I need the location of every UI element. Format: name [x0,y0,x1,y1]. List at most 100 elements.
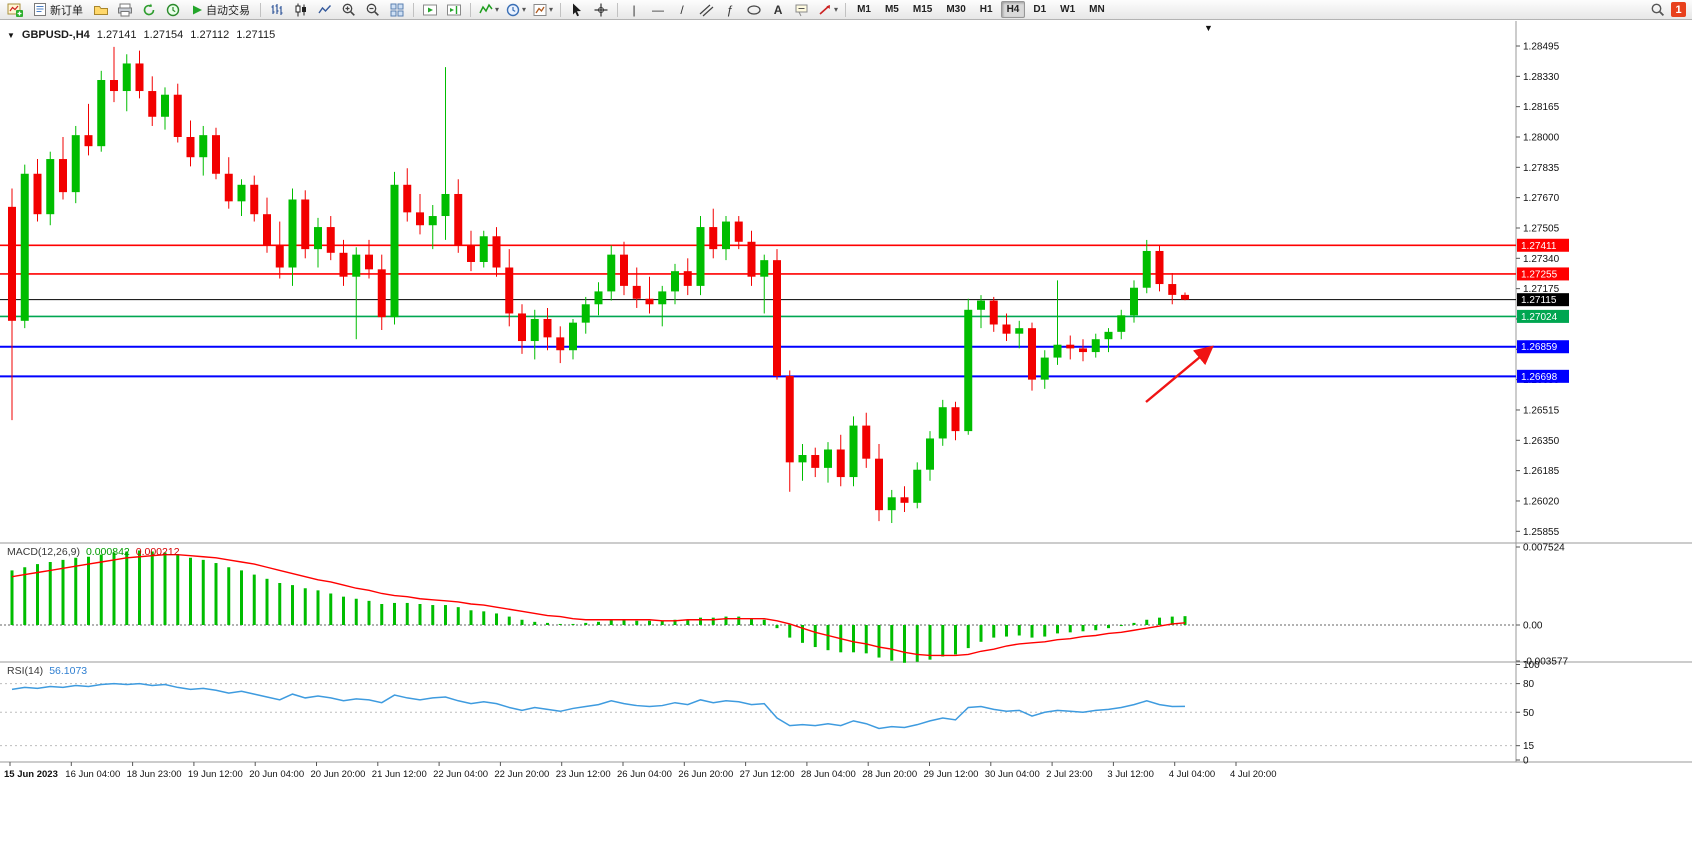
zoom-in-button[interactable] [338,1,360,19]
timeframe-m1-button[interactable]: M1 [857,4,871,15]
symbol-timeframe-label: GBPUSD-,H4 [21,29,90,41]
zoom-out-button[interactable] [362,1,384,19]
horizontal-lines-layer[interactable] [0,244,1516,378]
svg-text:1.25855: 1.25855 [1523,527,1560,538]
periods-button[interactable]: ▾ [503,1,528,19]
timeframe-w1-button[interactable]: W1 [1060,4,1076,15]
templates-button[interactable]: ▾ [530,1,555,19]
svg-text:-0.003577: -0.003577 [1523,657,1568,668]
timeframe-h1-button[interactable]: H1 [979,4,993,15]
chart-canvas[interactable]: 1.28495 1.28330 1.28165 1.28000 1.27835 1.276… [0,21,1692,844]
fibonacci-tool-button[interactable]: ƒ [726,2,734,17]
svg-text:80: 80 [1523,679,1535,690]
channel-tool-button[interactable] [695,1,717,19]
horizontal-line-tool-button[interactable]: — [652,2,665,17]
svg-text:20 Jun 20:00: 20 Jun 20:00 [311,769,366,780]
autotrading-label: 自动交易 [206,4,250,17]
svg-text:1.28330: 1.28330 [1523,72,1560,83]
price-box-1.26698: 1.26698 [1517,369,1569,383]
svg-text:1.27175: 1.27175 [1523,284,1560,295]
svg-text:1.27024: 1.27024 [1521,312,1558,323]
dropdown-arrow-icon: ▾ [834,5,839,14]
print-button[interactable] [114,1,136,19]
text-label-tool-button[interactable] [791,1,813,19]
order-ticket-icon [34,3,46,16]
macd-axis: 0.007524 0.00 -0.003577 [1516,543,1568,668]
candles-layer [8,46,1189,524]
candlestick-mode-button[interactable] [290,1,312,19]
svg-text:1.27505: 1.27505 [1523,223,1560,234]
svg-text:26 Jun 20:00: 26 Jun 20:00 [678,769,733,780]
auto-scroll-button[interactable] [419,1,441,19]
svg-text:22 Jun 20:00: 22 Jun 20:00 [494,769,549,780]
timeframe-m30-button[interactable]: M30 [946,4,966,15]
bar-chart-icon [271,3,283,15]
new-chart-button[interactable] [4,1,26,19]
arrows-tool-button[interactable]: ▾ [815,1,840,19]
refresh-button[interactable] [138,1,160,19]
svg-text:2 Jul 23:00: 2 Jul 23:00 [1046,769,1092,780]
svg-text:1.27115: 1.27115 [1521,295,1557,306]
timeframe-m15-button[interactable]: M15 [912,4,933,15]
toolbar-separator [260,2,261,17]
indicators-button[interactable]: ▾ [476,1,501,19]
new-order-button[interactable]: 新订单 [28,1,88,19]
search-icon [1651,3,1665,16]
svg-text:19 Jun 12:00: 19 Jun 12:00 [188,769,243,780]
text-tool-button[interactable]: A [773,2,783,17]
macd-indicator-label: MACD(12,26,9) 0.000842 0.000212 [7,546,180,558]
timeframe-mn-button[interactable]: MN [1089,4,1105,15]
chart-shift-anchor-icon[interactable]: ▼ [1204,23,1213,33]
svg-text:3 Jul 12:00: 3 Jul 12:00 [1107,769,1153,780]
shapes-tool-button[interactable] [743,1,765,19]
search-button[interactable] [1647,1,1669,19]
bar-chart-mode-button[interactable] [266,1,288,19]
dropdown-arrow-icon: ▾ [549,5,554,14]
svg-text:1.27340: 1.27340 [1523,254,1560,265]
dropdown-arrow-icon: ▾ [522,5,527,14]
svg-text:1.26185: 1.26185 [1523,466,1560,477]
rsi-line [11,682,1186,730]
svg-text:1.27255: 1.27255 [1521,269,1558,280]
candlestick-icon [295,3,306,16]
rsi-name: RSI(14) [7,665,44,677]
time-axis[interactable]: 15 Jun 2023 16 Jun 04:00 18 Jun 23:00 19 Ju… [4,762,1276,780]
svg-text:1.28495: 1.28495 [1523,42,1560,53]
trendline-tool-button[interactable]: / [680,2,684,17]
chart-shift-icon [447,4,461,15]
svg-text:50: 50 [1523,708,1535,719]
svg-text:1.27411: 1.27411 [1521,241,1557,252]
notification-badge[interactable]: 1 [1671,2,1686,17]
auto-scroll-icon [423,4,437,15]
tile-windows-button[interactable] [386,1,408,19]
price-axis[interactable]: 1.28495 1.28330 1.28165 1.28000 1.27835 1.276… [1516,42,1560,538]
channel-icon [699,4,714,16]
timeframe-m5-button[interactable]: M5 [884,4,899,15]
crosshair-button[interactable] [590,1,612,19]
toolbar-separator [413,2,414,17]
cursor-button[interactable] [566,1,588,19]
profiles-button[interactable] [90,1,112,19]
line-chart-mode-button[interactable] [314,1,336,19]
svg-text:1.28000: 1.28000 [1523,132,1560,143]
autotrading-button[interactable]: 自动交易 [186,1,255,19]
chart-shift-button[interactable] [443,1,465,19]
svg-text:28 Jun 20:00: 28 Jun 20:00 [862,769,917,780]
svg-text:16 Jun 04:00: 16 Jun 04:00 [65,769,120,780]
svg-text:28 Jun 04:00: 28 Jun 04:00 [801,769,856,780]
symbol-collapse-icon[interactable]: ▼ [7,30,15,40]
cursor-arrow-icon [573,3,582,16]
ohlc-high: 1.27154 [143,29,184,41]
trend-arrow[interactable] [1145,345,1214,403]
vertical-line-tool-button[interactable]: | [632,2,636,17]
toolbar-separator [470,2,471,17]
printer-icon [118,3,132,16]
svg-text:21 Jun 12:00: 21 Jun 12:00 [372,769,427,780]
price-box-1.27115: 1.27115 [1517,293,1569,307]
price-box-1.27255: 1.27255 [1517,267,1569,281]
alerts-clock-button[interactable] [162,1,184,19]
macd-main-value: 0.000842 [85,546,130,558]
timeframe-d1-button[interactable]: D1 [1033,4,1047,15]
timeframe-h4-button[interactable]: H4 [1000,1,1026,18]
